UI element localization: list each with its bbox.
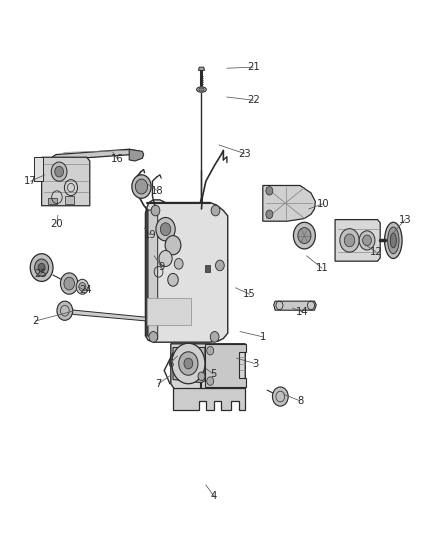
Circle shape xyxy=(179,352,198,375)
Text: 12: 12 xyxy=(369,247,382,256)
Polygon shape xyxy=(205,265,210,272)
Polygon shape xyxy=(263,185,315,221)
Circle shape xyxy=(340,229,359,252)
Circle shape xyxy=(266,210,273,219)
Circle shape xyxy=(79,282,86,291)
Circle shape xyxy=(156,217,175,241)
Polygon shape xyxy=(173,348,205,383)
Text: 5: 5 xyxy=(210,369,216,379)
Ellipse shape xyxy=(197,87,206,92)
Text: 17: 17 xyxy=(24,176,37,186)
Polygon shape xyxy=(48,198,57,204)
Circle shape xyxy=(76,279,88,294)
Text: 6: 6 xyxy=(167,359,173,368)
Text: 7: 7 xyxy=(155,379,162,389)
Circle shape xyxy=(165,236,181,255)
Circle shape xyxy=(359,231,375,250)
Circle shape xyxy=(30,254,53,281)
Text: 22: 22 xyxy=(247,95,260,105)
Text: 24: 24 xyxy=(79,286,92,295)
Circle shape xyxy=(211,205,220,216)
Circle shape xyxy=(38,263,45,272)
Text: 2: 2 xyxy=(33,316,39,326)
Circle shape xyxy=(168,273,178,286)
Ellipse shape xyxy=(199,88,204,91)
Circle shape xyxy=(363,235,371,246)
Circle shape xyxy=(198,372,205,381)
Polygon shape xyxy=(171,344,245,389)
Text: 18: 18 xyxy=(152,186,164,196)
Polygon shape xyxy=(68,309,145,321)
Circle shape xyxy=(298,228,311,244)
Text: 3: 3 xyxy=(252,359,258,368)
Text: 21: 21 xyxy=(247,62,260,72)
Text: 10: 10 xyxy=(317,199,329,208)
Text: 8: 8 xyxy=(297,396,303,406)
Circle shape xyxy=(266,187,273,195)
Circle shape xyxy=(272,387,288,406)
Text: 15: 15 xyxy=(243,289,256,299)
Text: 20: 20 xyxy=(51,219,63,229)
Text: 1: 1 xyxy=(260,332,266,342)
Polygon shape xyxy=(335,220,380,261)
Polygon shape xyxy=(147,298,191,325)
Circle shape xyxy=(210,332,219,342)
Ellipse shape xyxy=(390,233,396,248)
Circle shape xyxy=(151,205,160,216)
Polygon shape xyxy=(148,210,158,340)
Polygon shape xyxy=(205,344,246,387)
Circle shape xyxy=(172,343,205,384)
Circle shape xyxy=(51,162,67,181)
Circle shape xyxy=(344,234,355,247)
Circle shape xyxy=(135,179,148,194)
Polygon shape xyxy=(129,149,144,161)
Polygon shape xyxy=(65,196,74,204)
Polygon shape xyxy=(34,157,43,181)
Polygon shape xyxy=(173,388,245,410)
Text: 23: 23 xyxy=(238,149,251,158)
Circle shape xyxy=(215,260,224,271)
Polygon shape xyxy=(42,157,90,206)
Circle shape xyxy=(55,166,64,177)
Circle shape xyxy=(184,358,193,369)
Text: 4: 4 xyxy=(211,491,217,500)
Circle shape xyxy=(149,332,158,342)
Circle shape xyxy=(160,223,171,236)
Polygon shape xyxy=(52,149,142,162)
Text: 16: 16 xyxy=(111,154,124,164)
Text: 13: 13 xyxy=(399,215,411,224)
Circle shape xyxy=(207,346,214,355)
Circle shape xyxy=(64,277,74,290)
Text: 9: 9 xyxy=(158,262,164,271)
Ellipse shape xyxy=(385,222,402,259)
Polygon shape xyxy=(274,301,316,310)
Ellipse shape xyxy=(388,227,399,254)
Circle shape xyxy=(132,175,151,198)
Polygon shape xyxy=(198,67,205,70)
Text: 25: 25 xyxy=(34,269,47,279)
Circle shape xyxy=(207,377,214,385)
Circle shape xyxy=(60,273,78,294)
Text: 11: 11 xyxy=(315,263,328,273)
Circle shape xyxy=(174,259,183,269)
Circle shape xyxy=(35,259,49,276)
Circle shape xyxy=(57,301,73,320)
Text: 19: 19 xyxy=(143,230,156,239)
Text: 14: 14 xyxy=(296,307,308,317)
Circle shape xyxy=(159,251,172,266)
Circle shape xyxy=(293,222,315,249)
Polygon shape xyxy=(145,200,228,342)
